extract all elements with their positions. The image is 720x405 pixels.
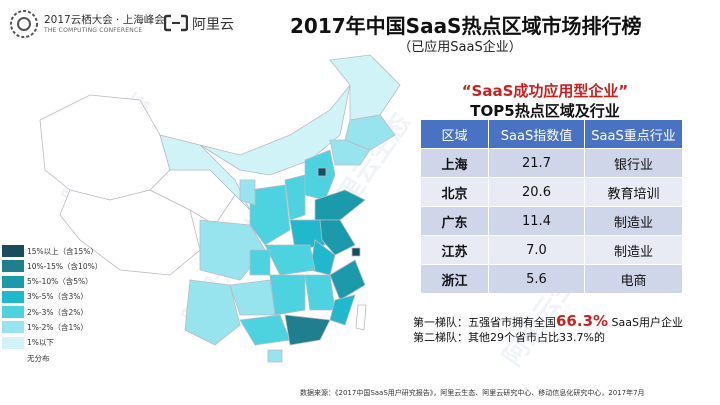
map-region-shandong [314,189,366,221]
legend-swatch [2,260,24,273]
legend-label: 10%-15%（含10%） [27,261,103,271]
cell-index: 5.6 [489,264,585,293]
column-header-region: 区域 [421,120,489,148]
legend-item: 无分布 [2,351,152,365]
map-region-hunan [269,274,306,316]
legend-item: 15%以上（含15%） [2,244,152,258]
china-map [39,54,401,363]
conference-logo: 2017云栖大会 · 上海峰会 THE COMPUTING CONFERENCE [6,8,165,48]
conference-logo-icon [10,10,38,38]
map-region-liaoning [329,139,371,166]
cell-region: 广东 [421,206,489,235]
cell-industry: 电商 [585,264,683,293]
table-row: 北京 20.6 教育培训 [421,177,683,206]
cell-index: 21.7 [489,148,585,177]
map-legend: 15%以上（含15%） 10%-15%（含10%） 5%-10%（含5%） 3%… [2,244,152,366]
legend-swatch [2,275,24,288]
table-row: 广东 11.4 制造业 [421,206,683,235]
legend-swatch [2,336,24,349]
page-title: 2017年中国SaaS热点区域市场排行榜 [290,14,642,38]
legend-item: 10%-15%（含10%） [2,259,152,273]
map-region-neimenggu [199,84,351,176]
map-region-hubei [264,244,316,276]
map-region-xinjiang [39,94,171,201]
conference-name: 2017云栖大会 · 上海峰会 [44,14,165,26]
legend-label: 1%-2%（含1%） [27,322,88,332]
map-region-shanghai [351,247,361,257]
map-region-jiangsu [319,219,356,256]
legend-label: 3%-5%（含3%） [27,292,88,302]
brand-logo: 阿里云 [164,12,234,36]
tier1-value: 66.3% [556,312,609,330]
aliyun-logo-icon [164,14,188,32]
map-region-fujian [329,294,356,326]
cell-index: 7.0 [489,235,585,264]
brand-name: 阿里云 [192,17,234,33]
table-row: 浙江 5.6 电商 [421,264,683,293]
tier1-note: 第一梯队：五强省市拥有全国66.3% SaaS用户企业 [413,312,683,330]
map-region-ningxia [239,179,256,206]
legend-label: 5%-10%（含5%） [27,277,93,287]
map-region-jilin [344,114,396,151]
legend-swatch [2,245,24,257]
legend-label: 无分布 [27,353,50,363]
map-region-jiangxi [304,274,336,311]
legend-label: 1%以下 [27,338,54,348]
legend-swatch [2,352,24,365]
column-header-index: SaaS指数值 [489,120,585,148]
legend-item: 3%-5%（含3%） [2,290,152,304]
table-header-row: 区域 SaaS指数值 SaaS重点行业 [421,120,683,148]
cell-industry: 制造业 [585,206,683,235]
map-region-guangxi [239,314,291,346]
map-region-xizang [59,189,201,276]
table-row: 上海 21.7 银行业 [421,148,683,177]
map-region-shanxi [284,174,306,221]
ranking-table: 区域 SaaS指数值 SaaS重点行业 上海 21.7 银行业 北京 20.6 … [421,120,683,293]
legend-swatch [2,306,24,319]
map-region-taiwan [355,304,367,331]
cell-industry: 银行业 [585,148,683,177]
legend-label: 2%-3%（含2%） [27,307,88,317]
map-region-yunnan [184,279,241,346]
map-region-gansu [159,134,251,211]
legend-item: 1%-2%（含1%） [2,320,152,334]
data-source: 数据来源：《2017中国SaaS用户研究报告》，阿里云生态、阿里云研究中心、移动… [300,389,645,397]
tier2-note: 第二梯队：其他29个省市占比33.7%的 [413,331,605,344]
table-subtitle: TOP5热点区域及行业 [470,102,620,120]
legend-item: 1%以下 [2,336,152,350]
cell-index: 11.4 [489,206,585,235]
cell-region: 上海 [421,148,489,177]
table-title: “SaaS成功应用型企业” [461,82,629,100]
legend-item: 2%-3%（含2%） [2,305,152,319]
table-row: 江苏 7.0 制造业 [421,235,683,264]
cell-index: 20.6 [489,177,585,206]
legend-item: 5%-10%（含5%） [2,275,152,289]
legend-label: 15%以上（含15%） [27,246,98,256]
map-region-beijing [317,167,327,177]
map-region-shaanxi [249,184,291,246]
cell-region: 浙江 [421,264,489,293]
conference-subname: THE COMPUTING CONFERENCE [44,27,143,34]
legend-swatch [2,321,24,334]
map-region-hainan [267,349,283,363]
map-region-chongqing [249,249,271,276]
map-region-guizhou [229,279,276,316]
tier1-prefix: 第一梯队：五强省市拥有全国 [413,316,556,329]
cell-industry: 制造业 [585,235,683,264]
cell-industry: 教育培训 [585,177,683,206]
cell-region: 北京 [421,177,489,206]
column-header-industry: SaaS重点行业 [585,120,683,148]
map-region-guangdong [284,314,331,346]
legend-swatch [2,290,24,303]
page-subtitle: （已应用SaaS企业） [398,40,522,55]
tier1-suffix: SaaS用户企业 [608,316,683,329]
cell-region: 江苏 [421,235,489,264]
map-region-zhejiang [329,259,366,301]
